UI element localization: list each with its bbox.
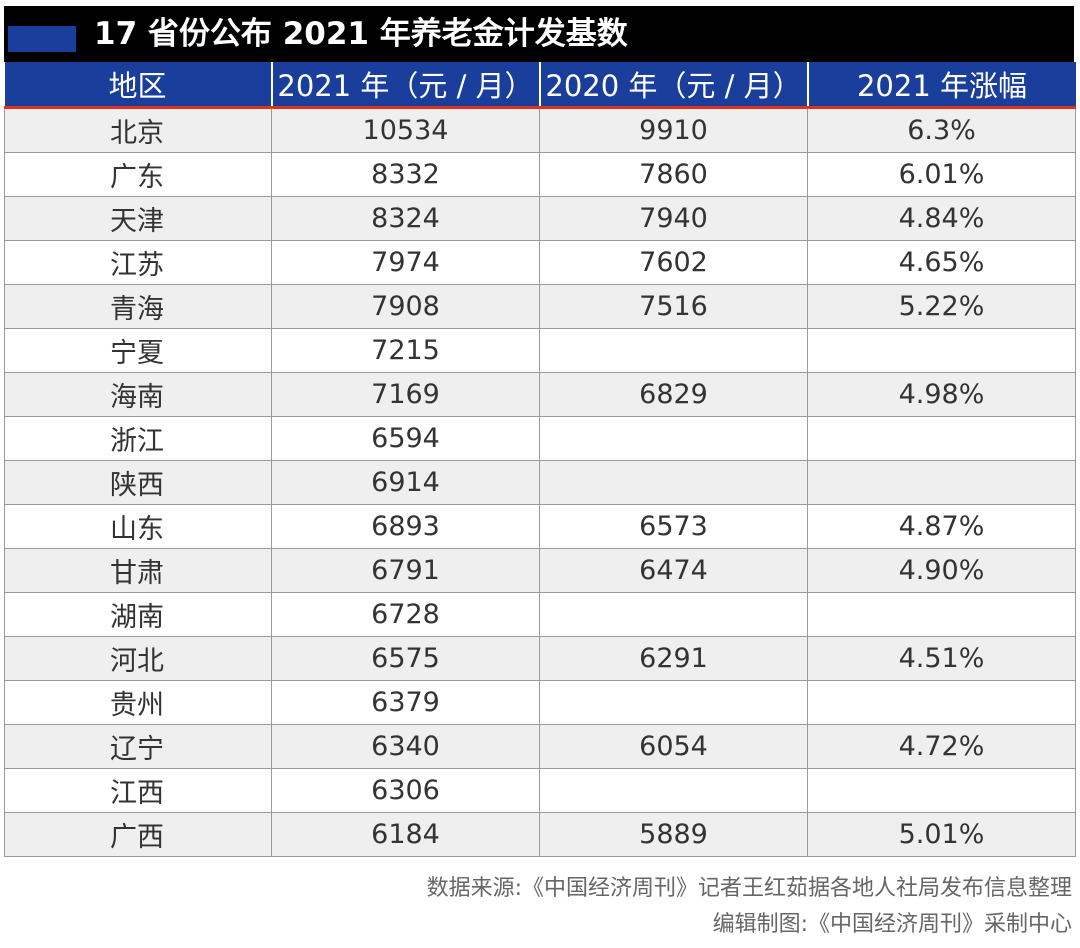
value-2020-cell: 7516	[539, 284, 808, 329]
growth-cell: 4.51%	[807, 636, 1076, 681]
table-row: 湖南 6728	[4, 592, 1076, 637]
value-2021-cell: 6340	[271, 724, 540, 769]
value-2020-cell	[539, 328, 808, 373]
growth-cell: 4.72%	[807, 724, 1076, 769]
table-row: 江西 6306	[4, 768, 1076, 813]
region-cell: 甘肃	[4, 548, 272, 593]
table-row: 海南 7169 6829 4.98%	[4, 372, 1076, 417]
table-row: 河北 6575 6291 4.51%	[4, 636, 1076, 681]
value-2020-cell	[539, 768, 808, 813]
header-2021: 2021 年（元 / 月）	[270, 62, 540, 109]
growth-cell	[807, 768, 1076, 813]
growth-cell	[807, 680, 1076, 725]
value-2021-cell: 6893	[271, 504, 540, 549]
table-row: 广西 6184 5889 5.01%	[4, 812, 1076, 857]
growth-cell: 6.3%	[807, 107, 1076, 153]
table-header-row: 地区 2021 年（元 / 月） 2020 年（元 / 月） 2021 年涨幅	[4, 62, 1076, 109]
value-2021-cell: 10534	[271, 107, 540, 153]
table-row: 天津 8324 7940 4.84%	[4, 196, 1076, 241]
region-cell: 河北	[4, 636, 272, 681]
table-row: 江苏 7974 7602 4.65%	[4, 240, 1076, 285]
table-row: 北京 10534 9910 6.3%	[4, 107, 1076, 153]
growth-cell: 4.98%	[807, 372, 1076, 417]
region-cell: 宁夏	[4, 328, 272, 373]
value-2020-cell: 6474	[539, 548, 808, 593]
table-row: 甘肃 6791 6474 4.90%	[4, 548, 1076, 593]
title-accent-bar	[8, 26, 76, 52]
value-2021-cell: 6575	[271, 636, 540, 681]
growth-cell	[807, 328, 1076, 373]
region-cell: 陕西	[4, 460, 272, 505]
value-2020-cell	[539, 592, 808, 637]
value-2021-cell: 8332	[271, 152, 540, 197]
value-2020-cell	[539, 416, 808, 461]
table-row: 辽宁 6340 6054 4.72%	[4, 724, 1076, 769]
value-2021-cell: 6594	[271, 416, 540, 461]
title-bar: 17 省份公布 2021 年养老金计发基数	[4, 6, 1074, 62]
region-cell: 天津	[4, 196, 272, 241]
header-region: 地区	[4, 62, 272, 109]
value-2020-cell: 9910	[539, 107, 808, 153]
value-2021-cell: 6791	[271, 548, 540, 593]
value-2021-cell: 6914	[271, 460, 540, 505]
table-row: 山东 6893 6573 4.87%	[4, 504, 1076, 549]
value-2021-cell: 6184	[271, 812, 540, 857]
table-row: 贵州 6379	[4, 680, 1076, 725]
region-cell: 湖南	[4, 592, 272, 637]
value-2020-cell: 5889	[539, 812, 808, 857]
value-2020-cell: 6829	[539, 372, 808, 417]
region-cell: 辽宁	[4, 724, 272, 769]
value-2021-cell: 7215	[271, 328, 540, 373]
value-2020-cell: 6054	[539, 724, 808, 769]
region-cell: 海南	[4, 372, 272, 417]
header-growth: 2021 年涨幅	[806, 62, 1076, 109]
value-2020-cell	[539, 680, 808, 725]
value-2021-cell: 7908	[271, 284, 540, 329]
growth-cell	[807, 416, 1076, 461]
table-row: 浙江 6594	[4, 416, 1076, 461]
pension-table: 地区 2021 年（元 / 月） 2020 年（元 / 月） 2021 年涨幅 …	[4, 62, 1076, 857]
growth-cell: 4.90%	[807, 548, 1076, 593]
growth-cell	[807, 592, 1076, 637]
table-body: 北京 10534 9910 6.3% 广东 8332 7860 6.01% 天津 8324 7940…	[4, 107, 1076, 857]
growth-cell: 6.01%	[807, 152, 1076, 197]
region-cell: 江苏	[4, 240, 272, 285]
table-row: 青海 7908 7516 5.22%	[4, 284, 1076, 329]
value-2020-cell: 7602	[539, 240, 808, 285]
value-2021-cell: 6379	[271, 680, 540, 725]
growth-cell: 5.01%	[807, 812, 1076, 857]
value-2020-cell: 6573	[539, 504, 808, 549]
value-2020-cell: 7940	[539, 196, 808, 241]
table-row: 陕西 6914	[4, 460, 1076, 505]
value-2021-cell: 6306	[271, 768, 540, 813]
region-cell: 广东	[4, 152, 272, 197]
region-cell: 山东	[4, 504, 272, 549]
region-cell: 浙江	[4, 416, 272, 461]
growth-cell: 4.84%	[807, 196, 1076, 241]
value-2021-cell: 7169	[271, 372, 540, 417]
header-2020: 2020 年（元 / 月）	[538, 62, 808, 109]
growth-cell: 4.65%	[807, 240, 1076, 285]
growth-cell: 5.22%	[807, 284, 1076, 329]
region-cell: 广西	[4, 812, 272, 857]
value-2020-cell: 7860	[539, 152, 808, 197]
value-2021-cell: 7974	[271, 240, 540, 285]
value-2020-cell	[539, 460, 808, 505]
value-2021-cell: 6728	[271, 592, 540, 637]
region-cell: 北京	[4, 107, 272, 153]
value-2020-cell: 6291	[539, 636, 808, 681]
credit-note: 编辑制图:《中国经济周刊》采制中心	[712, 912, 1072, 937]
value-2021-cell: 8324	[271, 196, 540, 241]
page-title: 17 省份公布 2021 年养老金计发基数	[94, 16, 628, 52]
region-cell: 贵州	[4, 680, 272, 725]
growth-cell	[807, 460, 1076, 505]
table-row: 广东 8332 7860 6.01%	[4, 152, 1076, 197]
region-cell: 江西	[4, 768, 272, 813]
table-row: 宁夏 7215	[4, 328, 1076, 373]
growth-cell: 4.87%	[807, 504, 1076, 549]
source-note: 数据来源:《中国经济周刊》记者王红茹据各地人社局发布信息整理	[426, 876, 1072, 901]
region-cell: 青海	[4, 284, 272, 329]
